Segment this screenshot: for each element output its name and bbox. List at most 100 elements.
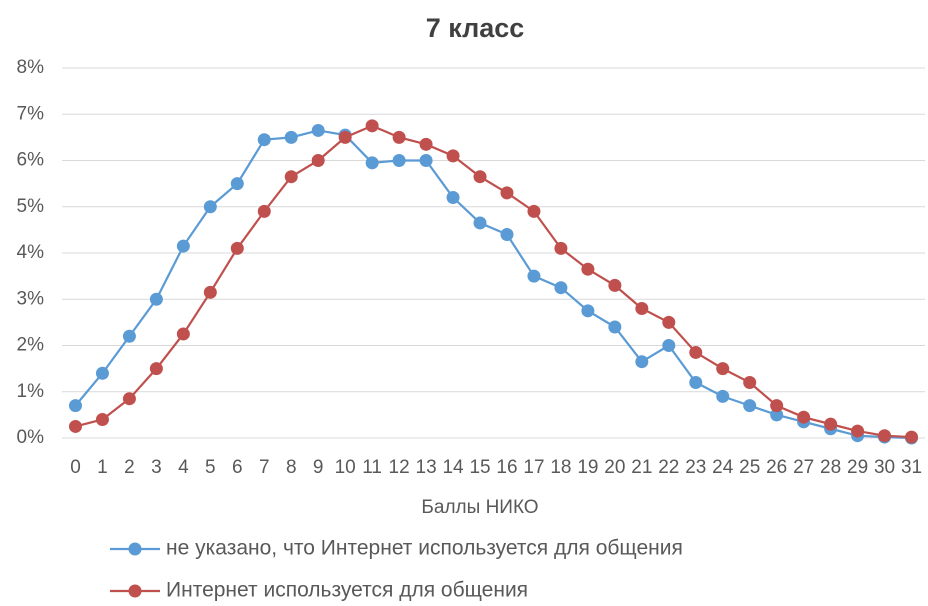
data-point xyxy=(338,130,352,144)
x-tick-label: 2 xyxy=(124,457,135,478)
chart-title: 7 класс xyxy=(426,13,525,43)
data-point xyxy=(149,362,163,376)
data-point xyxy=(581,262,595,276)
x-tick-label: 31 xyxy=(901,457,922,478)
data-point xyxy=(176,327,190,341)
data-point xyxy=(284,130,298,144)
y-tick-label: 1% xyxy=(17,381,45,402)
data-point xyxy=(419,154,433,167)
data-point xyxy=(824,417,838,431)
x-tick-label: 1 xyxy=(97,457,108,478)
x-tick-label: 11 xyxy=(362,457,382,478)
data-point xyxy=(68,399,82,413)
y-tick-label: 4% xyxy=(17,242,45,263)
data-point xyxy=(581,304,595,318)
data-point xyxy=(311,154,325,167)
data-point xyxy=(311,123,325,137)
x-tick-label: 22 xyxy=(658,457,679,478)
x-tick-label: 6 xyxy=(232,457,243,478)
x-tick-label: 10 xyxy=(335,457,356,478)
data-point xyxy=(176,239,190,253)
x-tick-label: 30 xyxy=(874,457,895,478)
x-tick-label: 24 xyxy=(712,457,734,478)
y-tick-label: 8% xyxy=(17,57,45,78)
data-point xyxy=(608,320,622,334)
x-tick-label: 26 xyxy=(766,457,787,478)
data-point xyxy=(257,204,271,218)
data-point xyxy=(500,186,514,200)
data-point xyxy=(689,376,703,389)
data-point xyxy=(122,329,136,343)
data-point xyxy=(149,292,163,306)
x-tick-label: 12 xyxy=(389,457,410,478)
y-tick-label: 0% xyxy=(17,427,45,448)
x-tick-label: 18 xyxy=(550,457,571,478)
data-point xyxy=(473,170,487,184)
x-tick-label: 21 xyxy=(631,457,652,478)
x-tick-label: 8 xyxy=(286,457,297,478)
x-tick-label: 15 xyxy=(469,457,490,478)
data-point xyxy=(770,408,784,422)
legend-marker xyxy=(128,542,142,556)
x-tick-label: 17 xyxy=(523,457,544,478)
x-axis-label: Баллы НИКО xyxy=(421,497,538,518)
x-tick-label: 3 xyxy=(151,457,162,478)
data-point xyxy=(122,392,136,406)
data-point xyxy=(905,430,919,444)
x-tick-label: 19 xyxy=(577,457,598,478)
data-point xyxy=(851,424,865,438)
legend-label: не указано, что Интернет используется дл… xyxy=(166,537,683,560)
data-point xyxy=(554,241,568,255)
data-point xyxy=(365,119,379,133)
data-point xyxy=(257,133,271,147)
data-point xyxy=(689,345,703,359)
data-point xyxy=(635,302,649,315)
y-tick-label: 7% xyxy=(17,103,45,124)
x-tick-label: 13 xyxy=(416,457,437,478)
data-point xyxy=(230,241,244,255)
data-point xyxy=(500,228,514,241)
data-point xyxy=(473,216,487,230)
data-point xyxy=(662,339,676,352)
data-point xyxy=(716,362,730,376)
x-tick-label: 20 xyxy=(604,457,625,478)
y-tick-label: 3% xyxy=(17,288,45,309)
data-point xyxy=(770,399,784,413)
data-point xyxy=(743,376,757,389)
x-tick-label: 23 xyxy=(685,457,706,478)
x-tick-label: 7 xyxy=(259,457,270,478)
data-point xyxy=(797,410,811,424)
data-point xyxy=(527,269,541,283)
data-point xyxy=(608,278,622,292)
x-tick-label: 28 xyxy=(820,457,841,478)
data-point xyxy=(419,137,433,151)
data-point xyxy=(554,281,568,295)
data-point xyxy=(743,399,757,413)
data-point xyxy=(878,429,892,443)
data-point xyxy=(446,191,460,204)
data-point xyxy=(284,170,298,184)
data-point xyxy=(527,204,541,218)
x-tick-label: 16 xyxy=(496,457,517,478)
x-tick-label: 25 xyxy=(739,457,760,478)
data-point xyxy=(95,366,109,380)
data-point xyxy=(203,200,217,214)
data-point xyxy=(716,389,730,403)
y-tick-label: 5% xyxy=(17,196,45,217)
data-point xyxy=(68,419,82,433)
data-point xyxy=(662,315,676,329)
x-tick-label: 29 xyxy=(847,457,868,478)
data-point xyxy=(95,413,109,426)
data-point xyxy=(392,130,406,144)
y-tick-label: 6% xyxy=(17,150,45,171)
x-tick-label: 5 xyxy=(205,457,216,478)
x-tick-label: 14 xyxy=(442,457,464,478)
data-point xyxy=(446,149,460,163)
x-tick-label: 0 xyxy=(70,457,81,478)
data-point xyxy=(635,355,649,369)
x-tick-label: 27 xyxy=(793,457,814,478)
x-tick-label: 9 xyxy=(313,457,324,478)
data-point xyxy=(392,154,406,167)
data-point xyxy=(203,285,217,299)
